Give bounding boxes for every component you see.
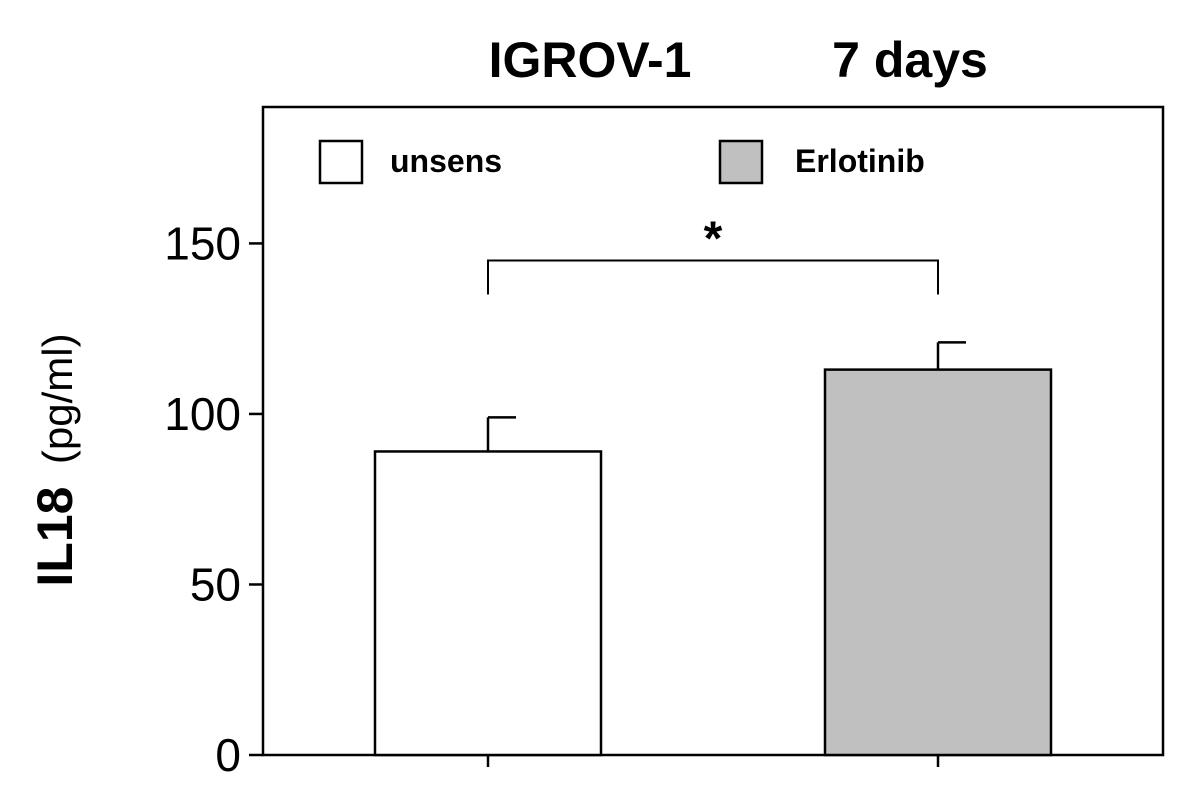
significance-line — [487, 259, 939, 295]
plot-frame — [261, 105, 1165, 757]
y-tick-label: 150 — [164, 217, 241, 269]
legend: unsens Erlotinib — [318, 139, 925, 185]
svg-text:IL18 (pg/ml): IL18 (pg/ml) — [27, 333, 83, 586]
y-tick-label: 0 — [215, 729, 241, 781]
chart-title-duration: 7 days — [832, 32, 988, 88]
bars — [373, 341, 1053, 767]
legend-label-erlotinib: Erlotinib — [795, 143, 925, 179]
y-tick-label: 50 — [190, 558, 241, 610]
bar-erlotinib — [823, 368, 1053, 757]
y-axis-ticks: 0 50 100 150 — [164, 217, 263, 781]
legend-label-unsens: unsens — [390, 143, 502, 179]
y-tick-label: 100 — [164, 388, 241, 440]
y-axis-label-unit: (pg/ml) — [34, 333, 81, 464]
chart-title-cell-line: IGROV-1 — [489, 32, 692, 88]
y-axis-label-main: IL18 — [27, 487, 83, 587]
bar-unsens — [373, 450, 603, 757]
legend-swatch-erlotinib — [718, 139, 764, 185]
significance-label: * — [704, 212, 723, 265]
significance-bracket: * — [487, 212, 939, 295]
legend-swatch-unsens — [318, 139, 364, 185]
y-axis-label: IL18 (pg/ml) — [27, 333, 83, 586]
